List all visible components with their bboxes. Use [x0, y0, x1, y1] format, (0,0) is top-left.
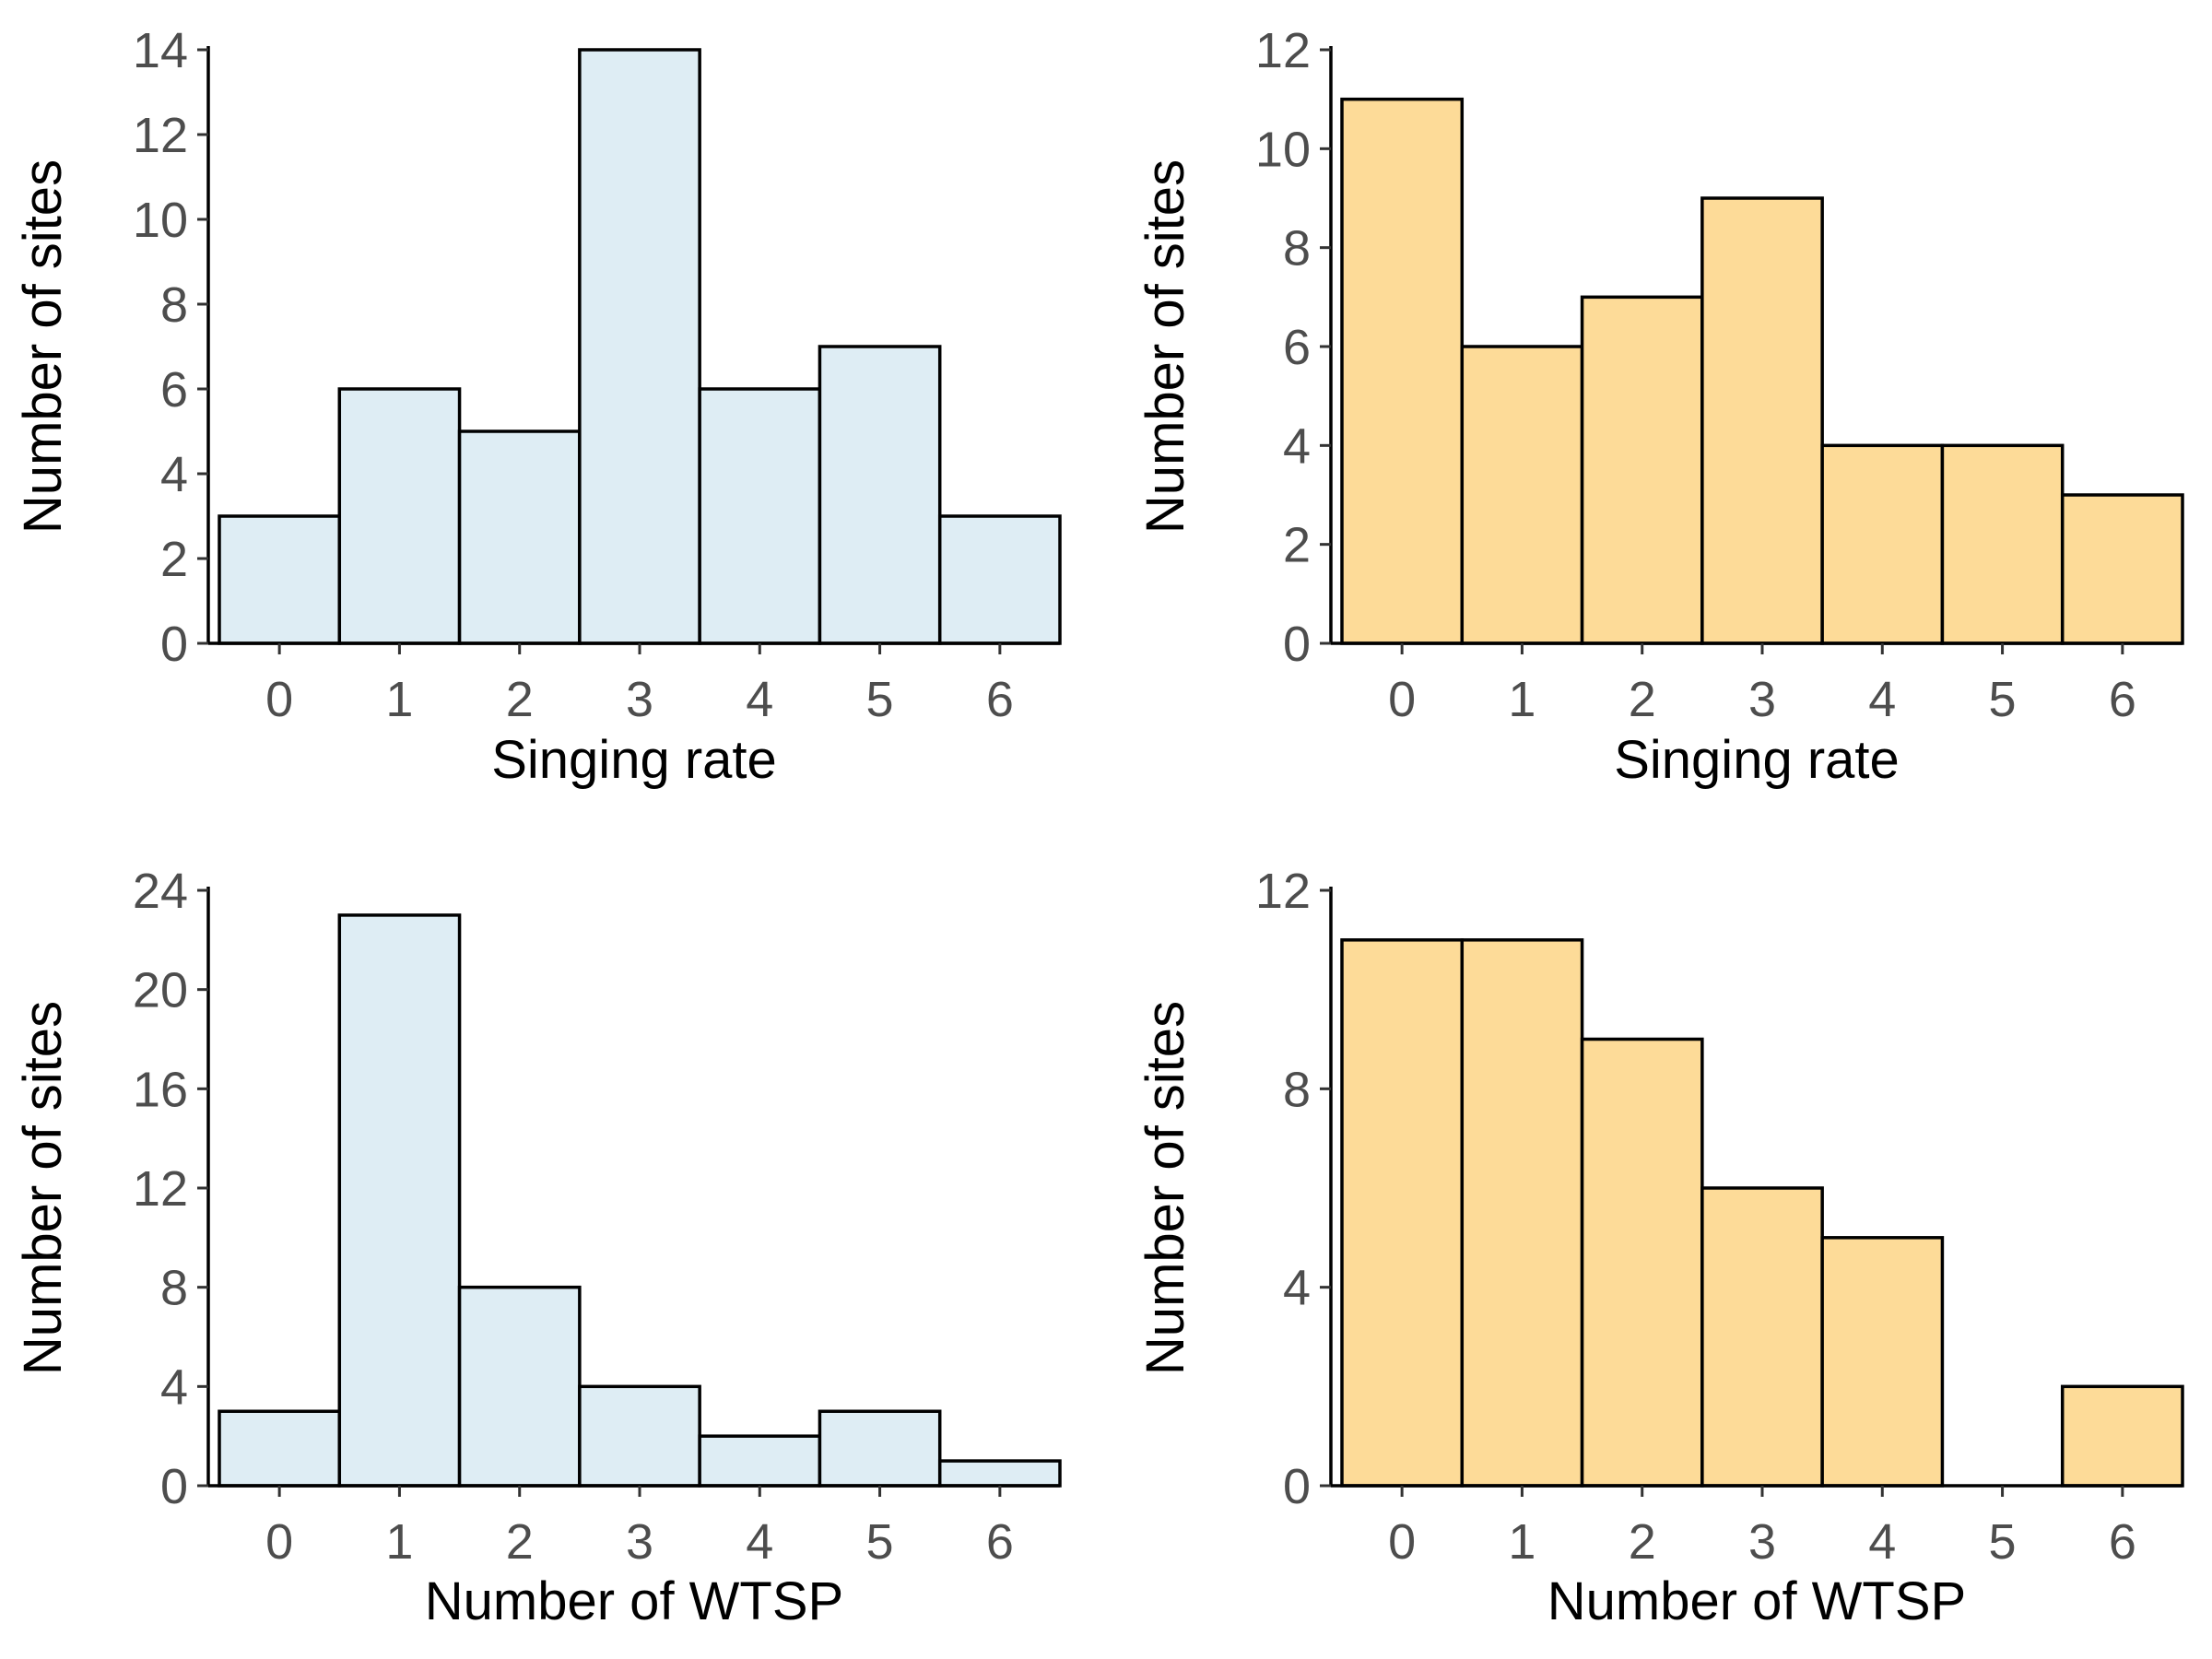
y-tick-label: 8	[1283, 1062, 1311, 1117]
y-tick-label: 8	[160, 277, 188, 333]
bar-2	[1580, 295, 1704, 645]
x-tick-label: 4	[746, 1514, 773, 1570]
y-tick-label: 10	[1255, 122, 1311, 177]
bar-4	[1820, 1236, 1945, 1488]
x-tick-label: 5	[1989, 672, 2017, 727]
y-axis-title: Number of sites	[13, 159, 73, 534]
x-tick-label: 5	[866, 672, 894, 727]
x-tick-label: 0	[1388, 1514, 1416, 1570]
bar-3	[578, 48, 701, 645]
x-tick-label: 1	[385, 672, 413, 727]
bar-6	[2060, 493, 2184, 645]
bar-2	[457, 1285, 582, 1488]
bar-5	[1940, 443, 2065, 645]
bar-1	[337, 913, 462, 1488]
y-axis-title: Number of sites	[1135, 1001, 1195, 1375]
x-axis-title: Number of WTSP	[425, 1571, 843, 1631]
x-tick-label: 1	[1508, 1514, 1535, 1570]
bar-4	[698, 387, 822, 645]
y-axis-title: Number of sites	[1135, 159, 1195, 534]
bar-6	[2060, 1384, 2184, 1488]
x-tick-label: 2	[1629, 672, 1656, 727]
y-tick-label: 4	[160, 1359, 188, 1415]
bar-0	[1340, 938, 1465, 1488]
y-tick-label: 6	[1283, 320, 1311, 375]
x-tick-label: 0	[1388, 672, 1416, 727]
x-tick-label: 0	[265, 672, 293, 727]
y-tick-label: 0	[1283, 617, 1311, 672]
y-tick-label: 16	[133, 1062, 188, 1117]
x-axis-title: Singing rate	[491, 730, 777, 790]
x-tick-label: 3	[1748, 1514, 1776, 1570]
y-tick-label: 12	[1255, 864, 1311, 919]
y-tick-label: 12	[1255, 23, 1311, 78]
y-tick-label: 0	[160, 1459, 188, 1514]
bar-5	[818, 345, 942, 645]
y-tick-label: 4	[1283, 1261, 1311, 1316]
y-tick-label: 24	[133, 864, 188, 919]
x-tick-label: 3	[626, 1514, 653, 1570]
y-tick-label: 2	[160, 532, 188, 587]
bar-2	[457, 429, 582, 645]
bar-3	[1700, 1186, 1824, 1488]
bar-0	[218, 1409, 342, 1488]
bar-4	[1820, 443, 1945, 645]
y-tick-label: 12	[133, 1161, 188, 1217]
bar-1	[337, 387, 462, 645]
bar-0	[218, 514, 342, 645]
bar-1	[1460, 938, 1584, 1488]
x-tick-label: 2	[506, 672, 534, 727]
y-tick-label: 2	[1283, 518, 1311, 573]
x-tick-label: 2	[506, 1514, 534, 1570]
bar-0	[1340, 97, 1465, 645]
x-tick-label: 1	[385, 1514, 413, 1570]
y-tick-label: 4	[1283, 418, 1311, 474]
x-tick-label: 3	[1748, 672, 1776, 727]
x-tick-label: 5	[866, 1514, 894, 1570]
x-tick-label: 6	[986, 672, 1014, 727]
y-tick-label: 20	[133, 963, 188, 1018]
y-axis-title: Number of sites	[13, 1001, 73, 1375]
y-tick-label: 12	[133, 108, 188, 163]
y-tick-label: 0	[1283, 1459, 1311, 1514]
x-tick-label: 6	[2109, 672, 2136, 727]
y-tick-label: 8	[160, 1261, 188, 1316]
bar-3	[1700, 196, 1824, 645]
x-tick-label: 3	[626, 672, 653, 727]
x-axis-title: Number of WTSP	[1547, 1571, 1966, 1631]
x-tick-label: 1	[1508, 672, 1535, 727]
bar-6	[937, 1459, 1062, 1488]
x-tick-label: 4	[1868, 672, 1896, 727]
y-tick-label: 4	[160, 447, 188, 502]
y-tick-label: 14	[133, 23, 188, 78]
y-tick-label: 8	[1283, 221, 1311, 276]
y-tick-label: 6	[160, 362, 188, 418]
bar-4	[698, 1434, 822, 1488]
x-axis-title: Singing rate	[1614, 730, 1900, 790]
bar-5	[818, 1409, 942, 1488]
bar-2	[1580, 1037, 1704, 1488]
y-tick-label: 10	[133, 193, 188, 248]
bar-3	[578, 1384, 701, 1488]
bar-1	[1460, 345, 1584, 645]
y-tick-label: 0	[160, 617, 188, 672]
x-tick-label: 4	[1868, 1514, 1896, 1570]
x-tick-label: 6	[2109, 1514, 2136, 1570]
x-tick-label: 0	[265, 1514, 293, 1570]
bar-6	[937, 514, 1062, 645]
x-tick-label: 6	[986, 1514, 1014, 1570]
x-tick-label: 4	[746, 672, 773, 727]
x-tick-label: 2	[1629, 1514, 1656, 1570]
x-tick-label: 5	[1989, 1514, 2017, 1570]
